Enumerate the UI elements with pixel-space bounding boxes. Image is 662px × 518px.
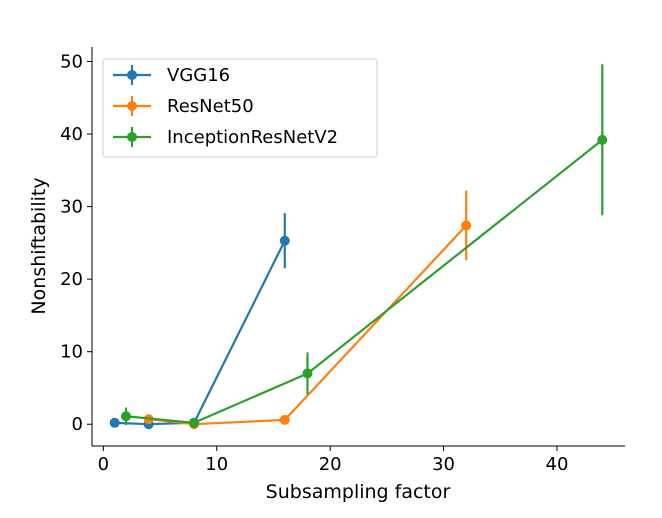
data-point bbox=[597, 134, 608, 145]
data-point bbox=[461, 220, 472, 231]
legend-item-inceptionresnetv2: InceptionResNetV2 bbox=[113, 127, 338, 148]
x-tick-label: 10 bbox=[205, 454, 228, 475]
x-ticks: 0 10 20 30 40 bbox=[98, 446, 569, 475]
data-point bbox=[279, 235, 290, 246]
legend-label-resnet50: ResNet50 bbox=[167, 96, 254, 117]
x-tick-label: 40 bbox=[546, 454, 569, 475]
axes bbox=[91, 47, 625, 447]
series-line-vgg16 bbox=[114, 240, 286, 426]
y-tick-label: 40 bbox=[60, 124, 83, 145]
data-point bbox=[109, 417, 120, 428]
x-axis-label: Subsampling factor bbox=[266, 481, 451, 503]
legend-marker-inceptionresnetv2 bbox=[127, 132, 137, 142]
data-point bbox=[189, 417, 200, 428]
plot-series bbox=[109, 64, 608, 430]
y-tick-label: 20 bbox=[60, 269, 83, 290]
legend-marker-vgg16 bbox=[127, 70, 137, 80]
legend-label-vgg16: VGG16 bbox=[167, 65, 230, 86]
legend-frame bbox=[102, 58, 378, 158]
legend-label-inceptionresnetv2: InceptionResNetV2 bbox=[167, 127, 338, 148]
x-tick-label: 20 bbox=[319, 454, 342, 475]
x-tick-label: 0 bbox=[98, 454, 109, 475]
y-tick-label: 0 bbox=[72, 414, 83, 435]
legend-item-resnet50: ResNet50 bbox=[113, 96, 254, 117]
legend: VGG16 ResNet50 InceptionResNetV2 bbox=[102, 58, 378, 158]
legend-item-vgg16: VGG16 bbox=[113, 65, 230, 86]
x-tick-label: 30 bbox=[432, 454, 455, 475]
series-line-inceptionresnetv2 bbox=[125, 139, 603, 424]
y-tick-label: 10 bbox=[60, 342, 83, 363]
y-tick-label: 30 bbox=[60, 197, 83, 218]
y-ticks: 0 10 20 30 40 50 bbox=[60, 52, 92, 435]
series-inceptionresnetv2 bbox=[121, 64, 608, 428]
data-point bbox=[302, 368, 313, 379]
y-axis-label: Nonshiftability bbox=[28, 177, 50, 314]
y-tick-label: 50 bbox=[60, 52, 83, 73]
legend-marker-resnet50 bbox=[127, 101, 137, 111]
data-point bbox=[121, 411, 132, 422]
data-point bbox=[279, 414, 290, 425]
